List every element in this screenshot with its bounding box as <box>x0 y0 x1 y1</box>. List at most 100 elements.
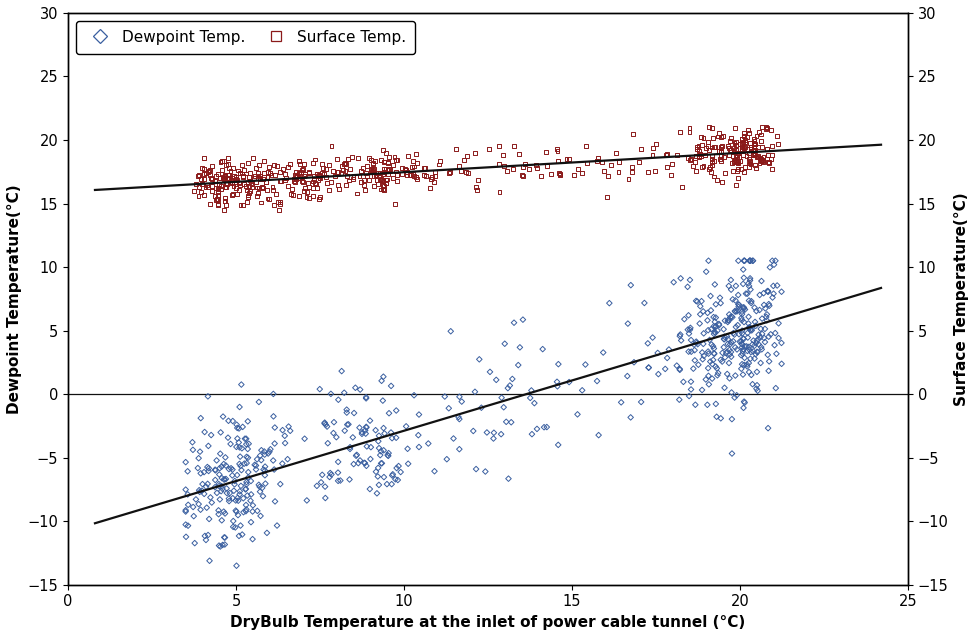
Point <box>224 178 239 188</box>
Point <box>640 338 656 348</box>
Point <box>386 159 401 169</box>
Point <box>689 338 705 348</box>
Point <box>404 162 420 172</box>
Point <box>743 255 758 266</box>
Point <box>590 153 606 163</box>
Point <box>432 155 448 166</box>
Point <box>212 494 227 505</box>
Point <box>350 458 366 468</box>
Point <box>376 445 391 455</box>
Point <box>204 181 220 191</box>
Point <box>734 134 750 145</box>
Point <box>738 289 753 299</box>
Point <box>219 483 234 494</box>
Point <box>725 151 741 161</box>
Point <box>696 351 712 361</box>
Point <box>249 191 264 201</box>
Point <box>724 312 740 322</box>
Point <box>398 164 414 175</box>
Point <box>402 170 418 180</box>
Point <box>213 541 228 552</box>
Point <box>754 313 770 324</box>
Point <box>517 159 533 169</box>
Point <box>710 131 725 141</box>
Point <box>376 184 391 194</box>
Point <box>758 311 774 322</box>
Point <box>578 359 593 369</box>
Point <box>417 162 432 173</box>
Point <box>705 133 720 143</box>
Point <box>660 353 675 363</box>
Point <box>218 160 233 170</box>
Point <box>648 139 664 149</box>
Point <box>700 141 715 152</box>
Point <box>218 196 233 206</box>
Point <box>356 458 372 468</box>
Point <box>741 296 756 306</box>
Point <box>746 347 761 357</box>
Point <box>734 339 750 349</box>
Point <box>368 467 384 477</box>
Point <box>359 171 375 181</box>
Point <box>748 321 763 331</box>
Point <box>305 174 321 184</box>
Point <box>245 534 261 544</box>
Point <box>374 184 389 194</box>
Point <box>222 488 237 498</box>
Point <box>199 503 215 513</box>
Point <box>722 340 738 350</box>
Point <box>255 183 270 193</box>
Point <box>708 313 723 323</box>
Point <box>748 145 763 155</box>
Point <box>767 255 783 266</box>
Point <box>740 125 755 136</box>
Point <box>338 159 353 169</box>
Point <box>191 499 207 509</box>
Point <box>277 169 293 179</box>
Point <box>712 154 727 164</box>
Point <box>732 336 748 347</box>
Point <box>382 152 397 162</box>
Point <box>687 355 703 366</box>
Point <box>305 158 320 168</box>
Point <box>229 493 245 503</box>
Point <box>698 375 713 385</box>
Point <box>734 164 750 174</box>
Point <box>769 131 785 141</box>
Point <box>211 200 226 210</box>
Point <box>362 484 378 494</box>
Point <box>241 158 257 168</box>
Point <box>761 332 777 342</box>
Point <box>424 172 439 182</box>
Point <box>363 164 379 175</box>
Point <box>493 429 508 440</box>
Point <box>459 166 474 176</box>
Point <box>265 389 281 399</box>
Point <box>739 151 754 161</box>
Point <box>372 168 387 178</box>
Point <box>385 173 400 183</box>
Point <box>749 338 764 348</box>
Point <box>331 183 346 194</box>
Point <box>749 306 764 316</box>
Point <box>468 387 483 397</box>
Point <box>707 348 722 358</box>
Point <box>190 463 206 473</box>
Point <box>204 173 220 183</box>
Point <box>729 156 745 166</box>
Point <box>217 540 232 550</box>
Point <box>742 281 757 291</box>
Point <box>514 169 530 180</box>
Point <box>278 173 294 183</box>
Point <box>337 388 352 398</box>
Point <box>701 379 716 389</box>
Point <box>640 168 656 178</box>
Point <box>735 369 751 380</box>
Point <box>248 461 264 471</box>
Point <box>735 348 751 359</box>
Point <box>728 322 744 332</box>
Point <box>742 157 757 168</box>
Point <box>254 182 269 192</box>
Point <box>257 447 272 457</box>
Point <box>330 476 346 486</box>
